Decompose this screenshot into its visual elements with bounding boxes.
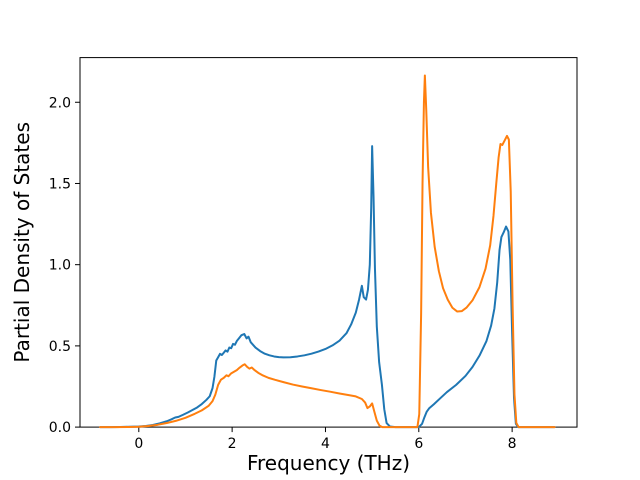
pdos-series-orange-line [99, 74, 556, 429]
series-group [99, 74, 556, 429]
x-axis-label: Frequency (THz) [247, 451, 410, 475]
y-tick-label: 1.0 [49, 258, 71, 274]
axes-frame [79, 57, 578, 428]
y-tick-label: 0.0 [49, 420, 71, 436]
x-axis-ticks: 0 2 4 6 8 [134, 427, 517, 452]
plot-area [80, 57, 577, 428]
y-axis-ticks: 0.0 0.5 1.0 1.5 2.0 [49, 95, 80, 436]
y-axis-label: Partial Density of States [10, 122, 34, 363]
y-tick-label: 0.5 [49, 339, 71, 355]
x-tick-label: 4 [321, 436, 330, 452]
y-tick-label: 1.5 [49, 176, 71, 192]
x-tick-label: 8 [508, 436, 517, 452]
x-tick-label: 6 [414, 436, 423, 452]
x-tick-label: 2 [228, 436, 237, 452]
pdos-series-blue-line [99, 145, 556, 429]
x-tick-label: 0 [134, 436, 143, 452]
y-tick-label: 2.0 [49, 95, 71, 111]
